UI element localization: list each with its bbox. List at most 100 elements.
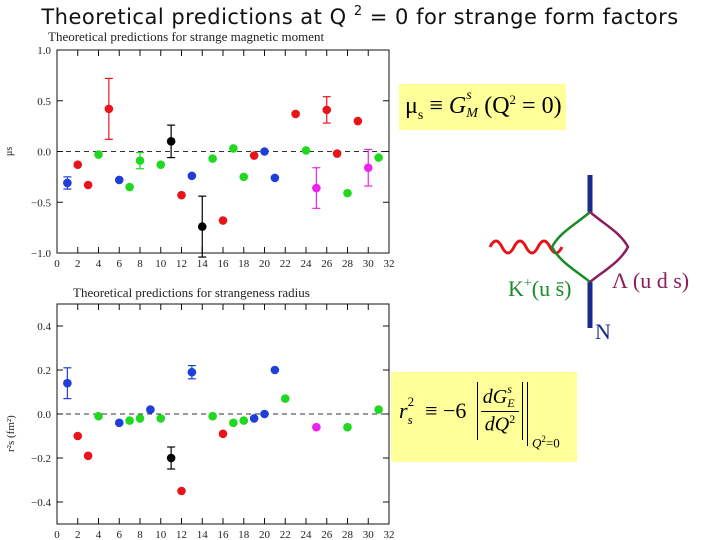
x-tick-label: 32	[384, 258, 395, 270]
dQ-sup: 2	[509, 412, 516, 426]
eval-rest: =0	[545, 435, 560, 451]
y-tick-label: −0.4	[31, 497, 51, 509]
data-point	[73, 431, 83, 441]
data-point	[83, 451, 93, 461]
data-point	[249, 414, 259, 423]
data-point	[135, 414, 145, 423]
title-exp: 2	[353, 4, 363, 19]
data-point	[63, 378, 72, 388]
data-point	[125, 182, 134, 192]
x-tick-label: 14	[197, 529, 209, 540]
dG-sub: E	[507, 396, 515, 410]
x-tick-label: 18	[238, 529, 250, 540]
data-point	[260, 147, 269, 156]
x-tick-label: 24	[301, 258, 313, 270]
x-tick-label: 24	[301, 529, 313, 540]
magnetic-moment-chart: Theoretical predictions for strange magn…	[4, 29, 395, 270]
kaon-label: K+(u s̄)	[508, 276, 572, 301]
x-tick-label: 0	[54, 258, 60, 270]
x-tick-label: 6	[117, 529, 123, 540]
data-point	[166, 137, 176, 146]
nucleon-label: N	[595, 319, 611, 344]
data-point	[104, 104, 114, 114]
equiv-symbol: ≡	[429, 93, 443, 119]
data-point	[187, 367, 197, 377]
form-factor-G: G	[448, 93, 467, 119]
slide-title: Theoretical predictions at Q 2 = 0 for s…	[0, 4, 720, 29]
chart-title: Theoretical predictions for strange magn…	[48, 29, 325, 44]
data-point	[343, 188, 352, 198]
data-point	[374, 153, 383, 162]
x-tick-label: 12	[176, 529, 187, 540]
data-point	[156, 160, 166, 169]
x-tick-label: 8	[137, 258, 143, 270]
y-tick-label: 0.0	[37, 147, 51, 159]
evaluation-point: Q2=0	[532, 434, 560, 451]
data-point	[260, 409, 269, 419]
mu-symbol: μ	[405, 93, 418, 119]
data-point	[135, 156, 145, 165]
x-tick-label: 0	[54, 529, 60, 540]
arg-open: (Q	[484, 93, 510, 119]
data-point	[146, 405, 155, 414]
x-tick-label: 12	[176, 258, 187, 270]
x-tick-label: 28	[342, 529, 354, 540]
x-tick-label: 32	[384, 529, 395, 540]
x-tick-label: 30	[363, 258, 375, 270]
data-point	[218, 429, 228, 439]
data-point	[229, 418, 238, 428]
G-sub: M	[466, 106, 478, 121]
data-point	[218, 216, 228, 225]
G-sup: s	[466, 88, 472, 103]
r-sup: 2	[407, 394, 415, 409]
title-pre: Theoretical predictions at Q	[41, 5, 347, 29]
data-point	[291, 109, 300, 119]
y-tick-label: −0.5	[31, 197, 51, 209]
chart-title: Theoretical predictions for strangeness …	[73, 285, 310, 300]
dG-sup: s	[507, 382, 512, 396]
data-point	[270, 365, 280, 375]
arg-close: = 0)	[516, 93, 562, 119]
data-point	[374, 405, 383, 414]
kaon-quarks: (u s̄)	[532, 276, 572, 301]
equiv-symbol: ≡ −6	[425, 398, 467, 423]
eval-Q: Q	[532, 435, 542, 451]
x-tick-label: 18	[238, 258, 250, 270]
x-tick-label: 30	[363, 529, 375, 540]
data-point	[249, 151, 259, 160]
data-point	[208, 411, 217, 421]
x-tick-label: 26	[321, 258, 333, 270]
arg-sup: 2	[509, 92, 517, 107]
y-tick-label: −0.2	[31, 453, 51, 465]
lambda-loop-arc	[589, 211, 630, 283]
x-tick-label: 20	[259, 258, 271, 270]
data-point	[332, 149, 342, 158]
x-tick-label: 26	[321, 529, 333, 540]
r-symbol: r	[399, 398, 408, 423]
y-tick-label: 0.5	[37, 96, 51, 108]
dQ: dQ	[484, 413, 510, 436]
r-sub: s	[407, 412, 413, 427]
data-point	[312, 183, 321, 193]
eval-sup: 2	[541, 434, 546, 444]
fraction-bar	[481, 411, 519, 412]
x-tick-label: 20	[259, 529, 271, 540]
x-tick-label: 10	[155, 258, 167, 270]
data-point	[177, 486, 186, 496]
y-tick-label: 1.0	[37, 45, 51, 57]
data-point	[239, 416, 249, 425]
wavy-photon-line	[488, 239, 564, 255]
data-point	[270, 173, 280, 183]
data-point	[125, 416, 134, 425]
data-point	[156, 414, 166, 423]
data-point	[312, 422, 321, 432]
kaon-symbol: K	[508, 276, 524, 301]
data-point	[353, 116, 363, 126]
dG: dG	[482, 386, 508, 408]
x-tick-label: 6	[117, 258, 123, 270]
x-tick-label: 16	[218, 258, 230, 270]
data-point	[280, 394, 290, 403]
data-point	[208, 154, 217, 163]
